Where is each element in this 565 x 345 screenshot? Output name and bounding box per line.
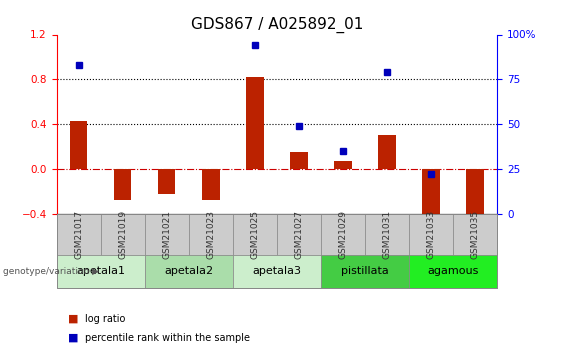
Text: GSM21029: GSM21029 xyxy=(338,210,347,259)
Bar xyxy=(158,169,176,194)
Bar xyxy=(246,77,264,169)
Text: ■: ■ xyxy=(68,333,82,343)
Text: GSM21035: GSM21035 xyxy=(471,210,480,259)
Bar xyxy=(114,169,132,200)
Text: GSM21019: GSM21019 xyxy=(118,210,127,259)
Text: GSM21031: GSM21031 xyxy=(383,210,392,259)
Text: GSM21021: GSM21021 xyxy=(162,210,171,259)
Bar xyxy=(202,169,220,200)
Bar xyxy=(466,169,484,216)
Text: apetala1: apetala1 xyxy=(76,266,125,276)
Bar xyxy=(334,161,352,169)
Title: GDS867 / A025892_01: GDS867 / A025892_01 xyxy=(190,17,363,33)
Text: apetala2: apetala2 xyxy=(164,266,213,276)
Text: ■: ■ xyxy=(68,314,82,324)
Bar xyxy=(290,152,308,169)
Text: pistillata: pistillata xyxy=(341,266,389,276)
Text: agamous: agamous xyxy=(428,266,479,276)
Bar xyxy=(422,169,440,216)
Text: GSM21033: GSM21033 xyxy=(427,210,436,259)
Text: percentile rank within the sample: percentile rank within the sample xyxy=(85,333,250,343)
Text: GSM21025: GSM21025 xyxy=(250,210,259,259)
Text: GSM21023: GSM21023 xyxy=(206,210,215,259)
Bar xyxy=(69,121,88,169)
Text: GSM21027: GSM21027 xyxy=(294,210,303,259)
Text: genotype/variation ▶: genotype/variation ▶ xyxy=(3,267,99,276)
Bar xyxy=(378,136,396,169)
Text: GSM21017: GSM21017 xyxy=(74,210,83,259)
Text: apetala3: apetala3 xyxy=(253,266,301,276)
Text: log ratio: log ratio xyxy=(85,314,125,324)
